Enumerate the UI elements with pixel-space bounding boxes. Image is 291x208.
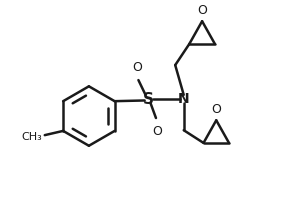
Text: N: N xyxy=(178,92,189,106)
Text: CH₃: CH₃ xyxy=(22,131,42,142)
Text: O: O xyxy=(197,4,207,17)
Text: O: O xyxy=(211,103,221,116)
Text: O: O xyxy=(132,61,142,74)
Text: S: S xyxy=(143,92,154,106)
Text: O: O xyxy=(152,125,162,137)
